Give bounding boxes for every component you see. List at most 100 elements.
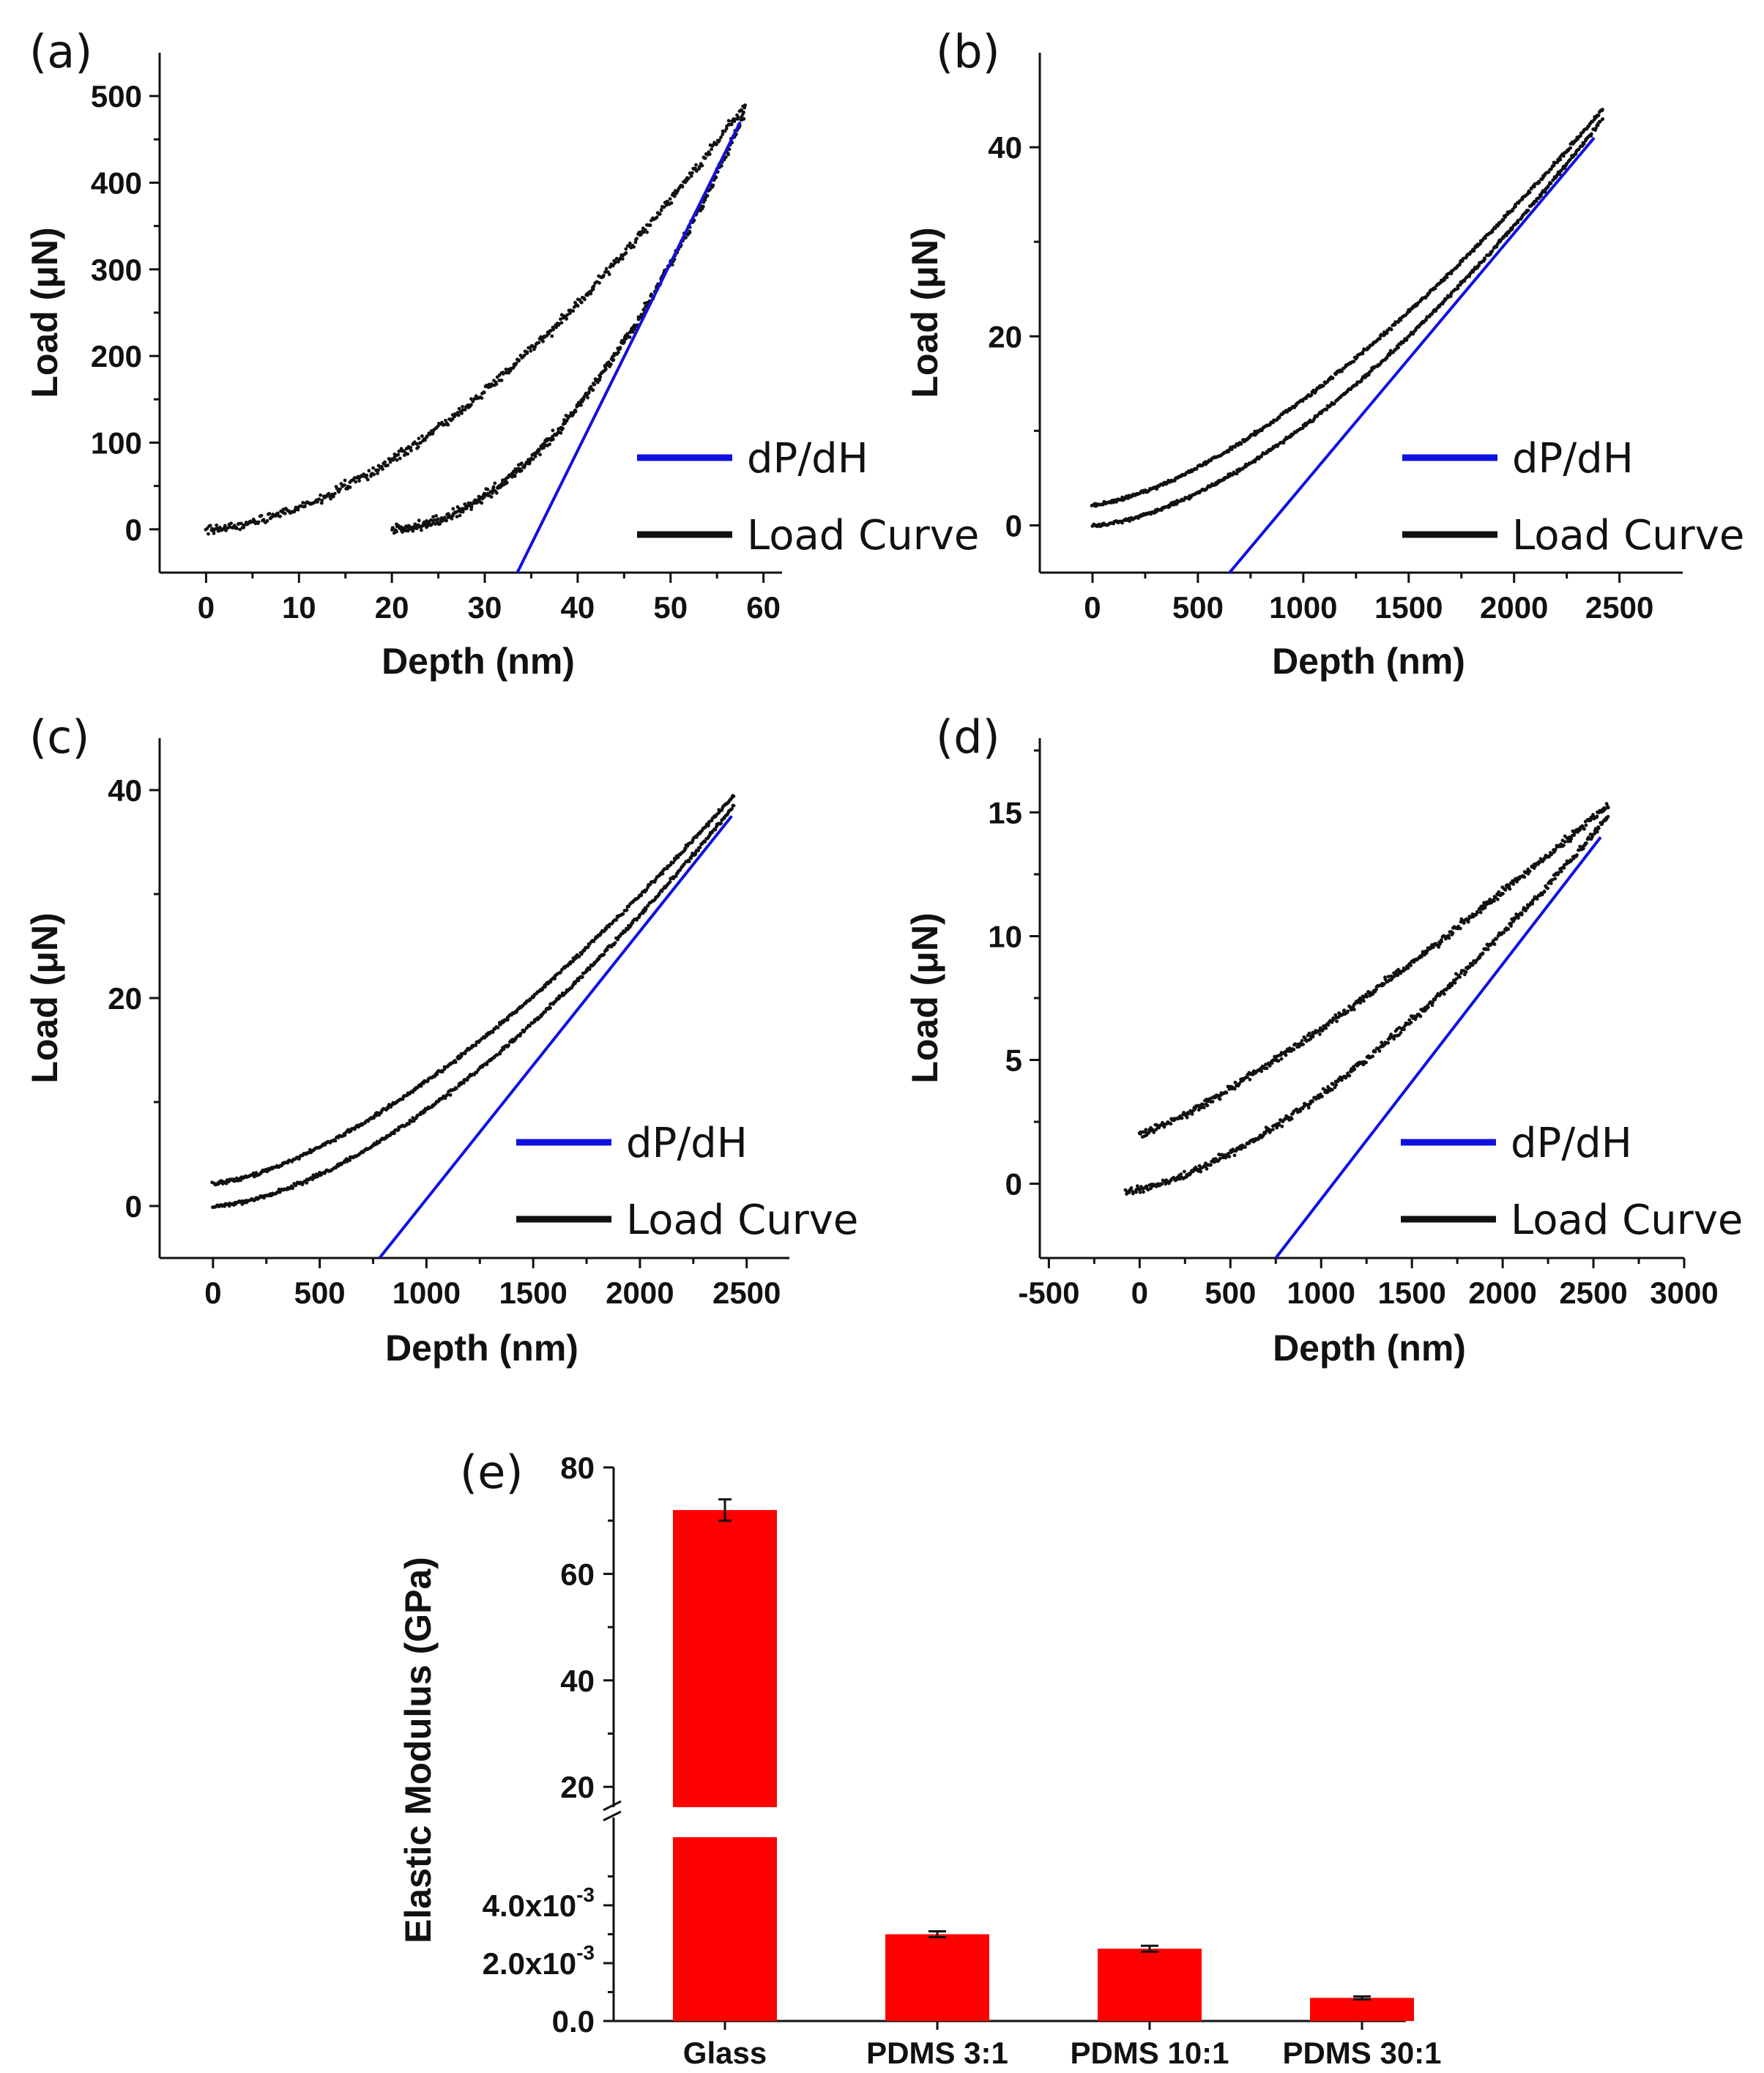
data-point <box>607 272 611 277</box>
data-point <box>1218 1156 1222 1161</box>
data-point <box>1524 909 1528 913</box>
data-point <box>1577 147 1581 152</box>
data-point <box>551 437 555 442</box>
data-point <box>1378 337 1382 340</box>
data-point <box>1549 182 1553 186</box>
data-point <box>1284 1053 1288 1057</box>
data-point <box>1593 831 1597 835</box>
data-point <box>576 978 581 983</box>
data-point <box>592 939 596 943</box>
data-point <box>296 507 300 512</box>
x-tick-label: 500 <box>1172 590 1224 625</box>
data-point <box>721 133 725 136</box>
data-point <box>571 959 575 964</box>
data-point <box>598 375 603 379</box>
load-curve-points <box>210 794 736 1210</box>
data-point <box>457 406 461 411</box>
data-point <box>305 1181 309 1185</box>
x-axis-title: Depth (nm) <box>385 1328 578 1369</box>
data-point <box>1481 951 1485 956</box>
data-point <box>660 871 665 876</box>
x-tick-label: 2000 <box>1480 590 1548 625</box>
data-point <box>1382 982 1386 986</box>
data-point <box>433 518 437 522</box>
data-point <box>417 436 421 441</box>
data-point <box>395 529 398 534</box>
data-point <box>445 1092 450 1096</box>
data-point <box>579 300 584 305</box>
y-tick-label: 40 <box>108 773 142 808</box>
data-point <box>1600 822 1604 826</box>
data-point <box>703 840 707 844</box>
data-point <box>372 472 376 477</box>
data-point <box>1393 322 1397 327</box>
data-point <box>1332 401 1336 406</box>
x-axis-title: Depth (nm) <box>1273 1328 1466 1369</box>
data-point <box>1179 1172 1183 1176</box>
data-point <box>1430 1003 1434 1008</box>
data-point <box>1332 1016 1336 1021</box>
data-point <box>419 441 423 444</box>
data-point <box>1391 976 1394 980</box>
data-point <box>672 194 677 198</box>
data-point <box>1553 848 1558 852</box>
data-point <box>671 191 675 196</box>
data-point <box>396 453 401 457</box>
data-point <box>519 469 524 473</box>
data-point <box>1318 1032 1322 1036</box>
data-point <box>1340 1078 1344 1082</box>
data-point <box>1496 897 1500 901</box>
data-point <box>1301 1043 1305 1046</box>
x-tick-label: 10 <box>282 590 316 625</box>
data-point <box>1424 296 1428 300</box>
data-point <box>669 201 674 205</box>
data-point <box>499 379 504 382</box>
data-point <box>1478 910 1483 915</box>
data-point <box>218 525 222 529</box>
bar <box>1310 1998 1414 2021</box>
x-tick-label: 1500 <box>499 1276 567 1310</box>
data-point <box>1371 1054 1374 1058</box>
data-point <box>625 332 629 336</box>
data-point <box>1409 964 1413 967</box>
data-point <box>571 309 576 313</box>
data-point <box>460 412 464 415</box>
data-point <box>235 526 239 531</box>
y-axis-title: Load (μN) <box>24 227 65 398</box>
data-point <box>1230 473 1235 477</box>
x-axis-title: Depth (nm) <box>1272 641 1465 682</box>
data-point <box>1582 827 1586 831</box>
data-point <box>493 481 497 485</box>
data-point <box>1584 823 1588 827</box>
data-point <box>1383 978 1388 981</box>
data-point <box>1233 1080 1238 1084</box>
data-point <box>1431 1000 1435 1004</box>
data-point <box>1540 893 1544 897</box>
data-point <box>682 862 686 866</box>
data-point <box>480 396 484 400</box>
data-point <box>551 327 556 332</box>
data-point <box>1503 888 1508 892</box>
data-point <box>1330 1020 1334 1024</box>
data-point <box>690 854 694 858</box>
data-point <box>1152 1131 1156 1134</box>
data-point <box>229 521 233 525</box>
data-point <box>633 327 636 331</box>
chart-panel-b: 0 500 1000 1500 2000 2500 0 20 40 Depth (nm) Load … <box>904 25 1744 682</box>
data-point <box>1352 1067 1357 1071</box>
data-point <box>423 1109 427 1114</box>
data-point <box>461 405 464 409</box>
data-point <box>1259 453 1264 458</box>
data-point <box>383 460 387 464</box>
data-point <box>628 241 632 245</box>
data-point <box>659 209 663 212</box>
fit-line-dPdH <box>1228 136 1596 574</box>
data-point <box>1331 1087 1334 1092</box>
data-point <box>1462 920 1466 925</box>
data-point <box>1588 833 1593 836</box>
data-point <box>482 390 486 395</box>
data-point <box>1160 1182 1164 1186</box>
data-point <box>613 941 617 945</box>
data-point <box>301 501 305 505</box>
